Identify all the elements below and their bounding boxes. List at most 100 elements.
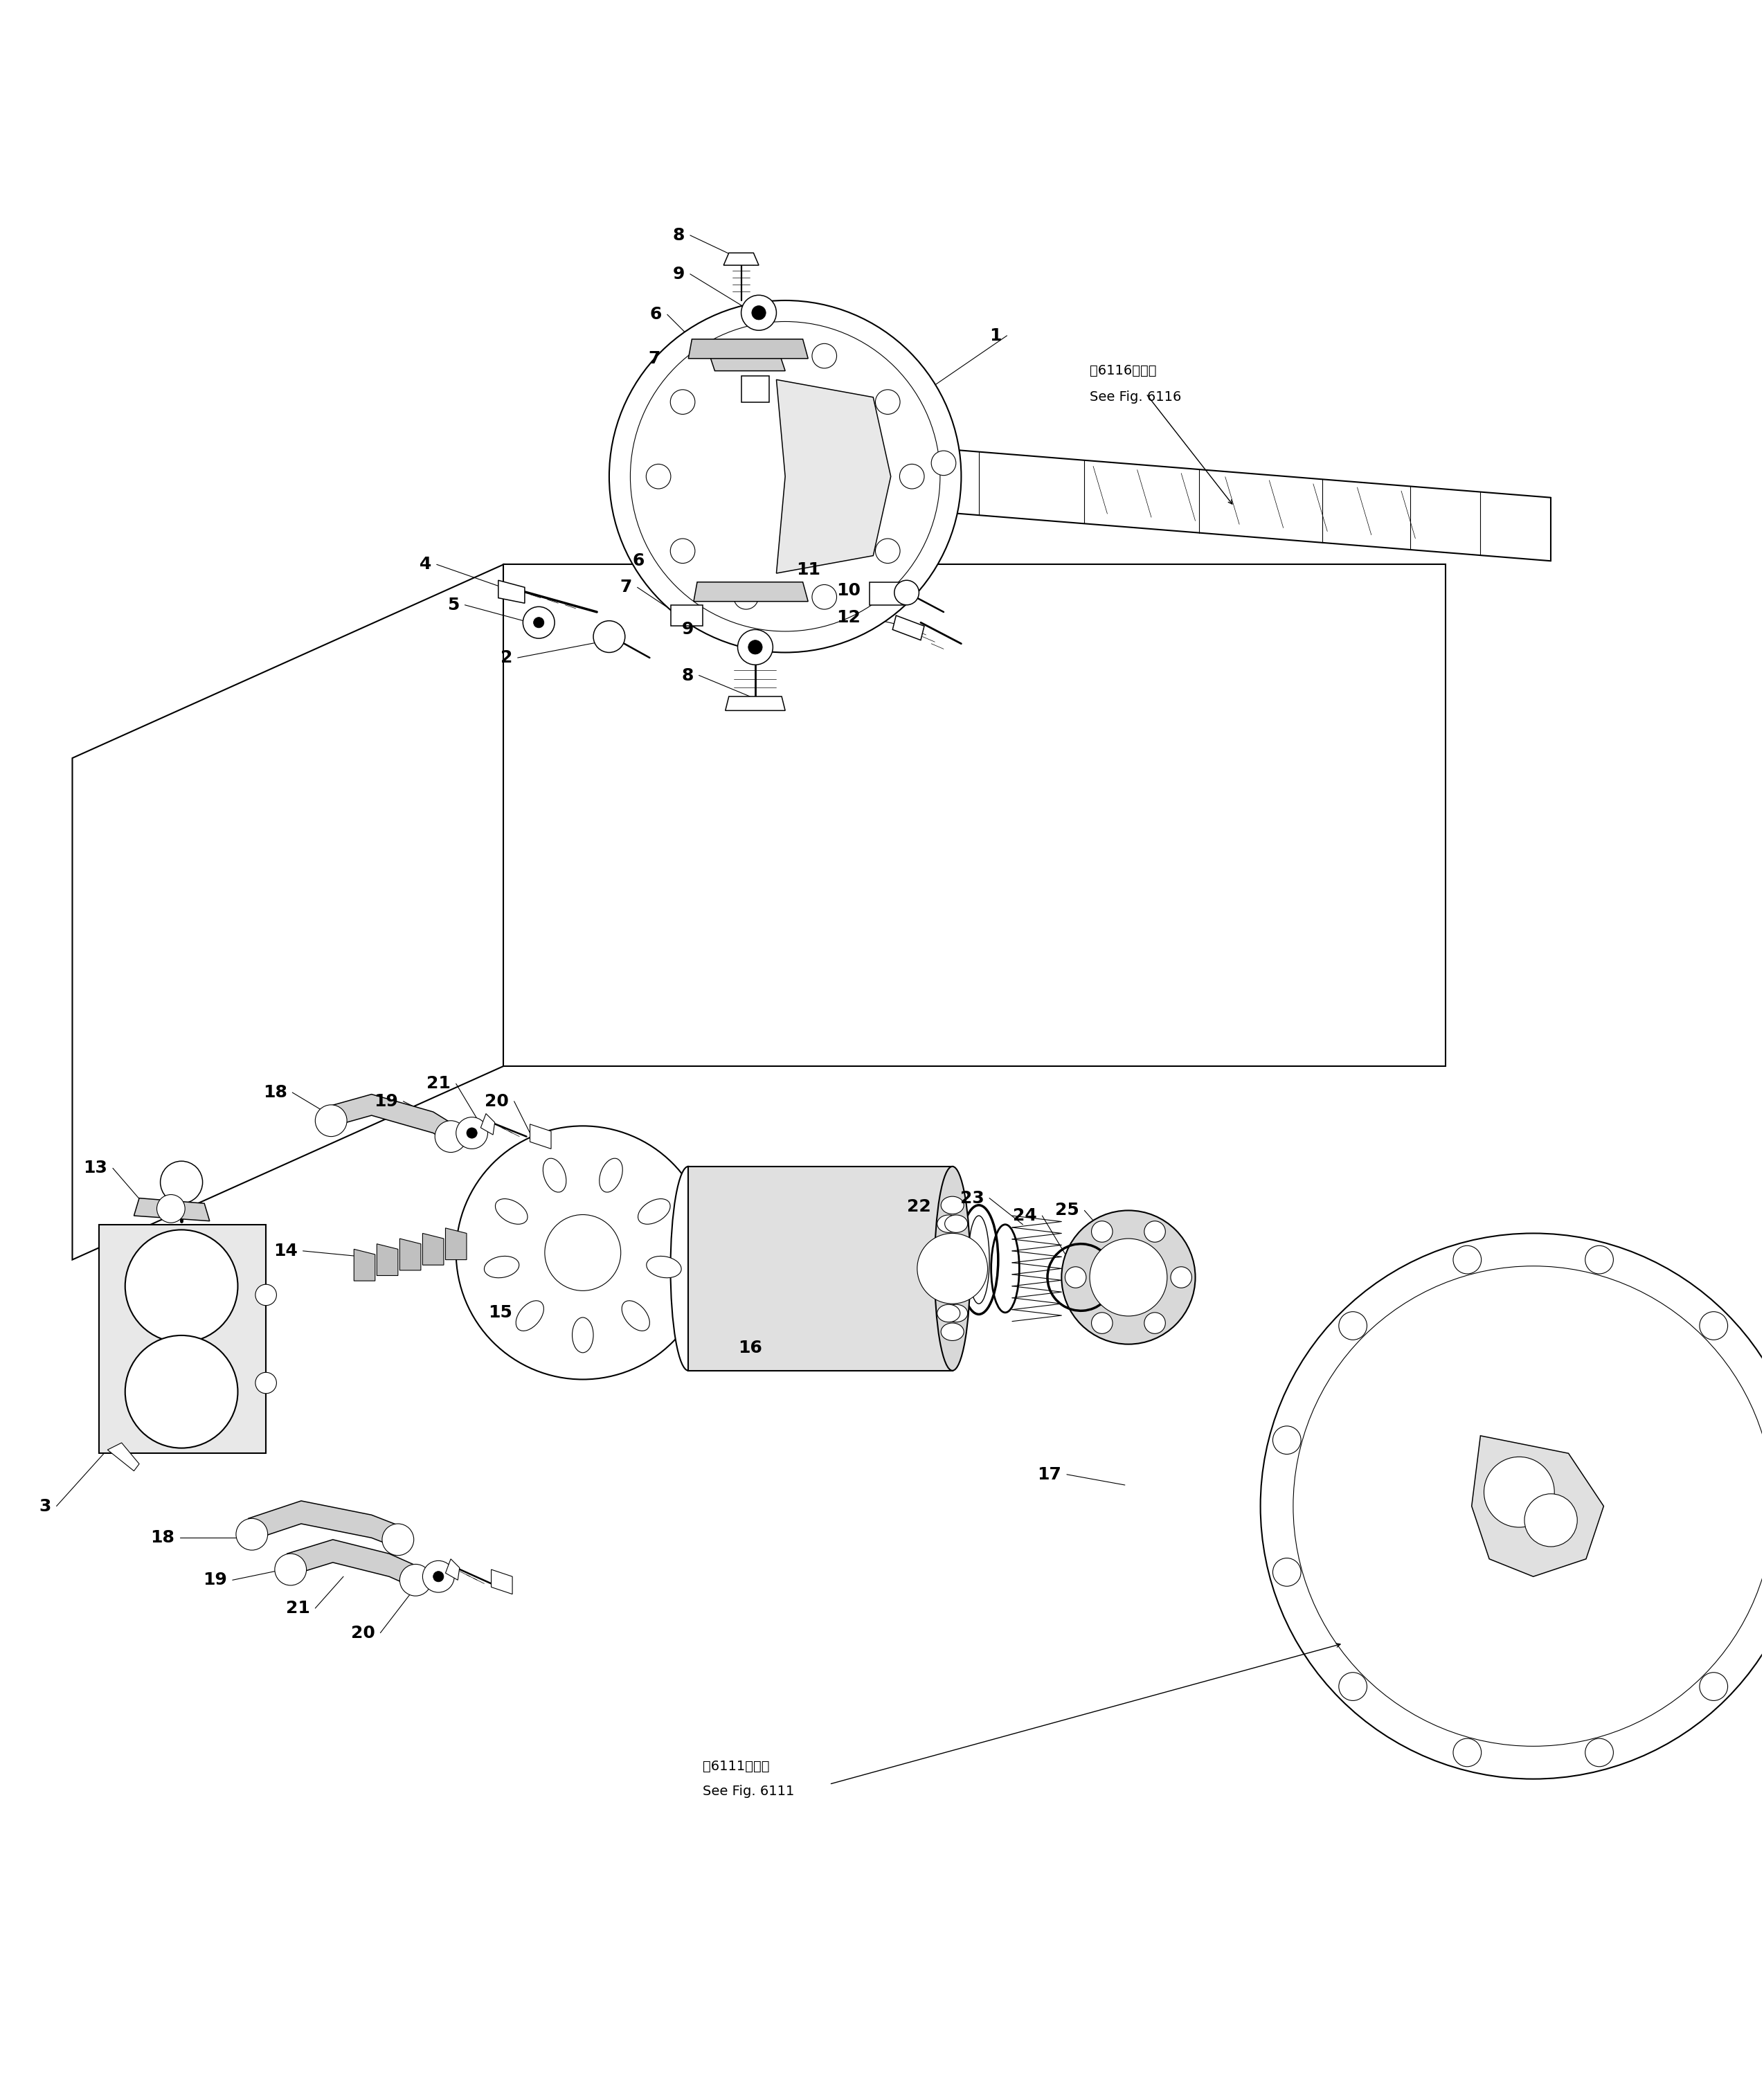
Circle shape [1145,1313,1166,1334]
Circle shape [125,1229,238,1342]
Ellipse shape [946,1214,968,1233]
Circle shape [1261,1233,1764,1778]
Text: 1: 1 [990,327,1002,344]
Polygon shape [1471,1436,1603,1577]
Text: 3: 3 [39,1497,51,1514]
Circle shape [1454,1246,1482,1273]
Circle shape [1090,1239,1168,1317]
Text: 23: 23 [960,1189,984,1206]
Circle shape [630,321,940,631]
Text: 7: 7 [619,579,632,596]
Circle shape [467,1128,478,1139]
Ellipse shape [940,1197,963,1214]
Circle shape [670,539,695,564]
Circle shape [748,640,762,654]
Polygon shape [893,617,924,640]
Text: 24: 24 [1013,1208,1037,1225]
Circle shape [593,621,624,652]
Ellipse shape [485,1256,519,1277]
Text: 25: 25 [1055,1202,1080,1218]
Circle shape [1699,1313,1727,1340]
Text: 18: 18 [263,1084,288,1101]
Circle shape [436,1120,467,1153]
Text: 14: 14 [273,1244,298,1258]
Circle shape [1062,1210,1196,1344]
Polygon shape [288,1539,422,1592]
Circle shape [256,1371,277,1395]
Circle shape [1699,1673,1727,1701]
Circle shape [670,390,695,415]
Circle shape [737,629,773,665]
Circle shape [734,344,759,369]
Polygon shape [377,1244,399,1275]
Circle shape [811,344,836,369]
Ellipse shape [670,1166,706,1371]
Circle shape [275,1554,307,1585]
Text: 6: 6 [632,554,644,568]
Text: 11: 11 [796,562,820,579]
Text: 16: 16 [737,1340,762,1357]
Polygon shape [328,1095,457,1147]
Polygon shape [99,1225,266,1453]
Circle shape [1171,1267,1192,1288]
Polygon shape [400,1239,422,1271]
Polygon shape [776,380,891,572]
Circle shape [457,1126,709,1380]
Circle shape [545,1214,621,1290]
Circle shape [900,463,924,489]
Circle shape [1454,1738,1482,1766]
Circle shape [894,581,919,604]
Circle shape [434,1571,445,1581]
Circle shape [533,617,543,627]
Ellipse shape [572,1317,593,1353]
Text: 13: 13 [83,1160,108,1176]
Ellipse shape [940,1323,963,1340]
Text: 12: 12 [836,608,861,625]
Text: 19: 19 [374,1093,399,1109]
Polygon shape [870,583,903,604]
Ellipse shape [935,1260,958,1277]
Ellipse shape [646,1256,681,1277]
Text: 9: 9 [681,621,693,637]
Circle shape [875,539,900,564]
Circle shape [1586,1246,1614,1273]
Text: 6: 6 [649,306,662,323]
Circle shape [741,296,776,331]
Polygon shape [497,581,524,604]
Ellipse shape [515,1300,543,1332]
Polygon shape [423,1233,445,1264]
Text: 7: 7 [647,350,660,367]
Circle shape [875,390,900,415]
Text: 21: 21 [286,1600,310,1617]
Polygon shape [446,1229,467,1260]
Circle shape [400,1564,432,1596]
Polygon shape [108,1443,139,1470]
Circle shape [1145,1220,1166,1241]
Circle shape [1339,1673,1367,1701]
Polygon shape [490,1569,512,1594]
Circle shape [1065,1267,1087,1288]
Text: See Fig. 6111: See Fig. 6111 [702,1785,794,1797]
Text: 22: 22 [907,1199,931,1216]
Ellipse shape [543,1158,566,1193]
Ellipse shape [946,1304,968,1321]
Text: 20: 20 [351,1625,376,1642]
Text: 21: 21 [427,1076,452,1093]
Text: 8: 8 [681,667,693,684]
Text: 10: 10 [836,583,861,600]
Circle shape [1274,1426,1300,1453]
Polygon shape [693,583,808,602]
Polygon shape [723,254,759,264]
Polygon shape [670,604,702,627]
Text: 5: 5 [448,598,460,612]
Text: 18: 18 [150,1529,175,1545]
Circle shape [423,1560,455,1592]
Circle shape [646,463,670,489]
Polygon shape [741,375,769,403]
Ellipse shape [935,1166,970,1371]
Polygon shape [725,696,785,711]
Ellipse shape [496,1199,527,1225]
Circle shape [1274,1558,1300,1585]
Circle shape [522,606,554,637]
Circle shape [383,1525,415,1556]
